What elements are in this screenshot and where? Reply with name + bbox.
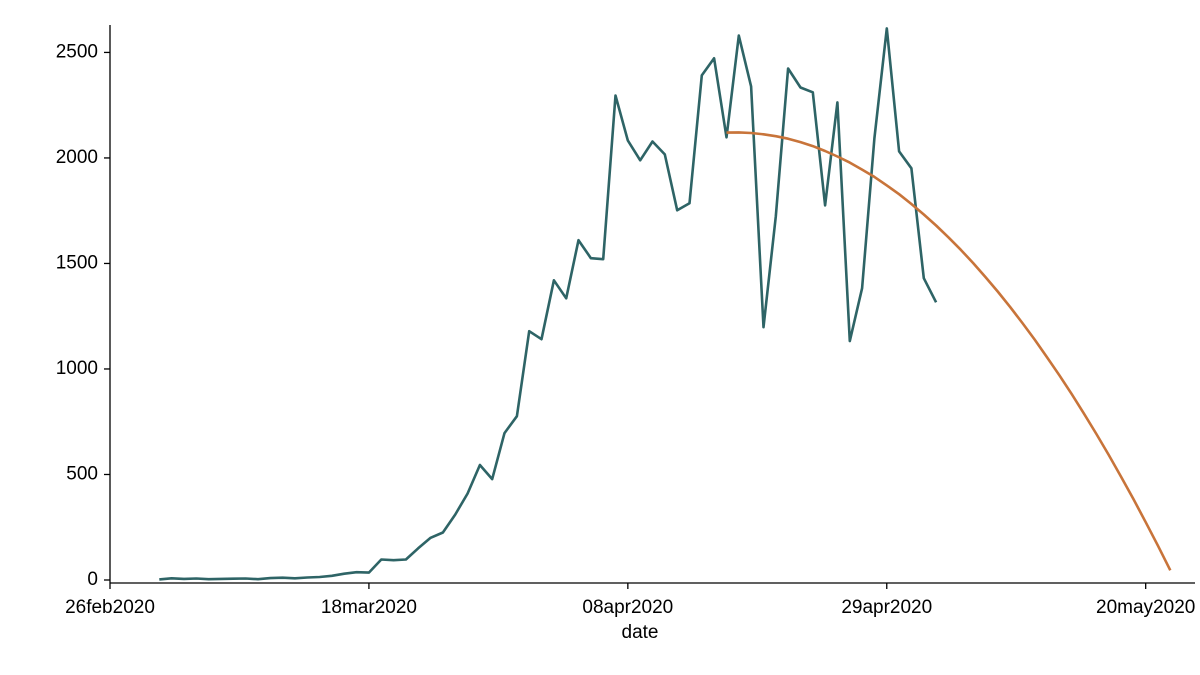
x-axis-title: date — [622, 622, 659, 643]
y-tick-label: 2000 — [56, 147, 98, 168]
x-tick-label: 29apr2020 — [841, 597, 932, 618]
x-tick-label: 20may2020 — [1096, 597, 1195, 618]
y-tick-label: 1000 — [56, 358, 98, 379]
y-tick-label: 2500 — [56, 41, 98, 62]
data-line — [159, 27, 938, 581]
x-tick-label: 26feb2020 — [65, 597, 155, 618]
data-line — [726, 131, 1172, 571]
y-tick-label: 500 — [66, 464, 98, 485]
y-tick-label: 0 — [87, 569, 98, 590]
x-tick-label: 08apr2020 — [582, 597, 673, 618]
x-tick-label: 18mar2020 — [321, 597, 417, 618]
y-tick-label: 1500 — [56, 252, 98, 273]
